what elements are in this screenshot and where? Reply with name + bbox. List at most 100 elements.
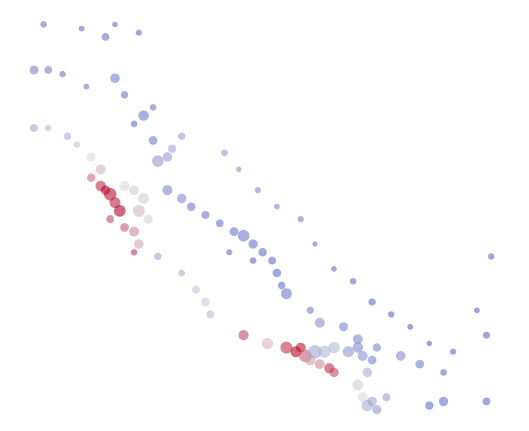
point — [254, 187, 261, 194]
point — [167, 144, 177, 153]
point — [440, 369, 447, 376]
point — [357, 392, 368, 403]
point — [135, 29, 142, 36]
point — [368, 298, 376, 306]
point — [201, 210, 210, 220]
point — [268, 256, 277, 265]
point — [237, 229, 250, 242]
point — [328, 341, 340, 354]
point — [226, 249, 233, 256]
point — [426, 340, 433, 347]
point — [308, 344, 322, 359]
point — [438, 396, 449, 407]
point — [101, 32, 110, 41]
point — [329, 367, 339, 378]
point — [63, 132, 72, 141]
point — [352, 342, 364, 353]
point — [387, 311, 395, 318]
point — [306, 306, 314, 314]
point — [482, 331, 490, 339]
point — [40, 21, 47, 28]
point — [314, 359, 325, 370]
point — [487, 253, 495, 260]
point — [450, 348, 457, 355]
point — [29, 123, 39, 133]
point — [352, 379, 364, 391]
point — [110, 73, 120, 84]
point — [221, 149, 228, 157]
point — [215, 219, 224, 228]
point — [178, 269, 186, 277]
point — [73, 141, 81, 148]
point — [349, 277, 357, 285]
point — [342, 346, 354, 358]
point — [367, 355, 377, 365]
point — [236, 166, 242, 173]
point — [130, 120, 138, 128]
point — [154, 252, 162, 261]
point — [318, 345, 331, 358]
point — [44, 124, 52, 132]
point — [86, 173, 96, 182]
point — [120, 223, 129, 232]
point — [280, 341, 293, 354]
point — [473, 307, 480, 314]
point — [44, 66, 53, 74]
point — [177, 132, 186, 140]
point — [130, 249, 138, 256]
point — [272, 268, 282, 278]
point — [229, 227, 239, 237]
point — [415, 359, 425, 369]
point — [134, 239, 144, 249]
point — [367, 396, 377, 407]
point — [78, 25, 85, 32]
point — [162, 185, 173, 196]
point — [148, 136, 158, 145]
point — [113, 205, 126, 217]
point — [273, 203, 280, 210]
point — [339, 322, 349, 332]
point — [152, 155, 164, 167]
point — [191, 285, 201, 294]
point — [176, 193, 187, 204]
point — [314, 317, 325, 328]
point — [120, 91, 129, 99]
point — [83, 83, 90, 90]
point — [382, 393, 391, 402]
point — [132, 204, 145, 217]
point — [109, 197, 121, 209]
point — [201, 297, 210, 307]
point — [86, 152, 96, 162]
point — [357, 350, 368, 361]
point — [352, 334, 363, 345]
point — [29, 65, 39, 75]
point — [143, 214, 153, 224]
point — [261, 337, 273, 350]
point — [425, 401, 434, 410]
point — [106, 215, 115, 224]
point — [277, 281, 286, 290]
point — [331, 266, 337, 272]
point — [372, 405, 382, 415]
point — [297, 215, 304, 223]
point — [248, 239, 258, 249]
point — [138, 193, 149, 204]
point — [186, 202, 196, 212]
point — [112, 21, 118, 28]
point — [206, 310, 215, 319]
point — [149, 103, 157, 111]
point — [482, 397, 491, 406]
point — [162, 152, 173, 162]
point — [407, 323, 414, 330]
point — [129, 185, 139, 195]
point — [362, 367, 373, 378]
point — [372, 343, 382, 352]
point — [129, 226, 140, 237]
point — [59, 70, 66, 78]
point — [138, 110, 149, 121]
point — [395, 351, 406, 361]
point — [281, 288, 292, 300]
point — [258, 248, 267, 257]
point — [238, 330, 249, 341]
